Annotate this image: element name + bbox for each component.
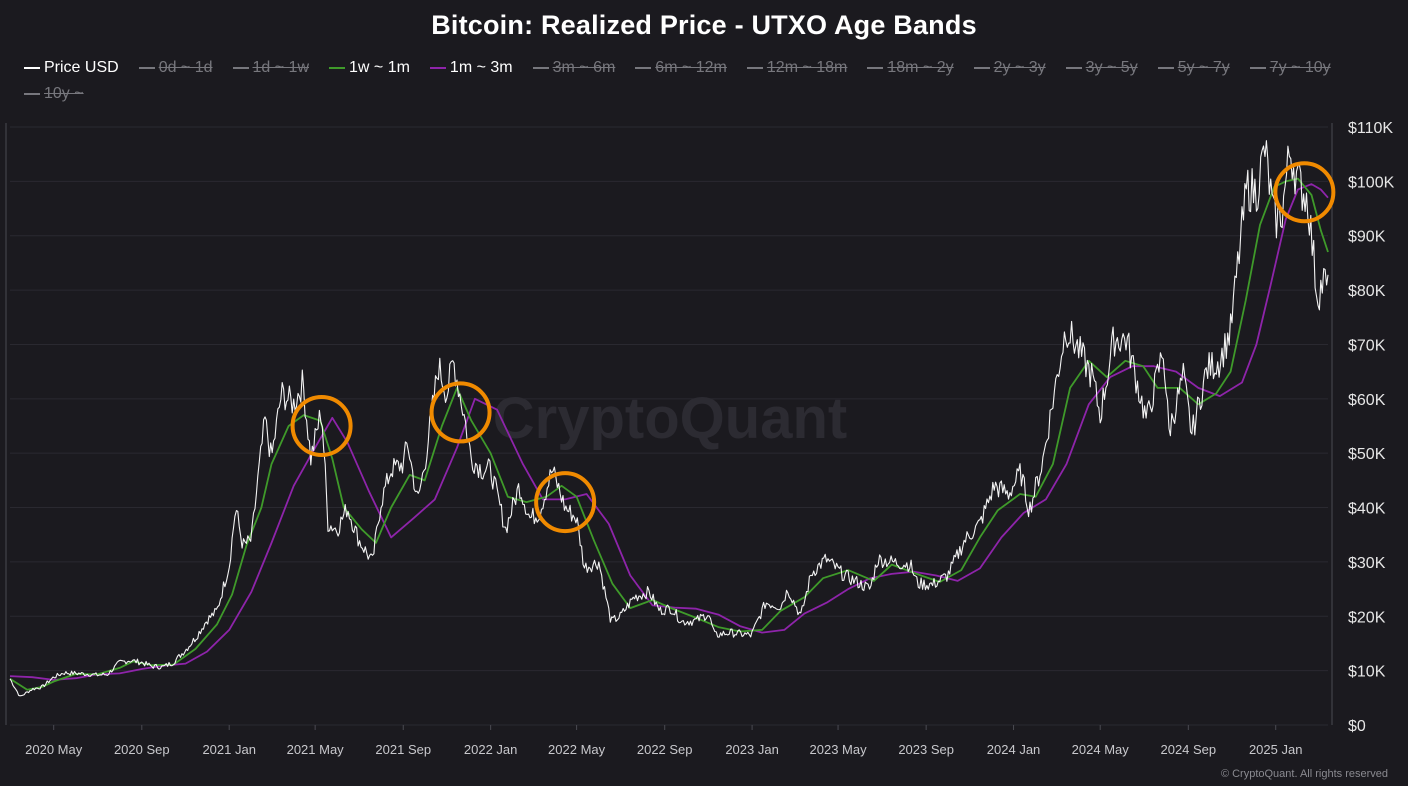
y-tick-label: $50K [1348,446,1386,463]
legend-item[interactable]: 6m ~ 12m [635,58,727,78]
chart-legend: Price USD 0d ~ 1d 1d ~ 1w 1w ~ 1m 1m ~ 3m 3m … [24,58,1394,104]
y-tick-label: $80K [1348,283,1386,300]
annotation-circle [534,471,597,534]
x-tick-label: 2024 Sep [1160,742,1216,757]
x-tick-label: 2023 Jan [725,742,779,757]
y-tick-label: $90K [1348,229,1386,246]
legend-swatch [532,67,549,69]
legend-swatch [138,67,155,69]
y-tick-label: $60K [1348,392,1386,409]
chart-title: Bitcoin: Realized Price - UTXO Age Bands [431,10,977,40]
legend-label: 0d ~ 1d [158,59,213,76]
legend-label: 12m ~ 18m [766,59,848,76]
legend-label: 7y ~ 10y [1269,59,1331,76]
legend-swatch [746,67,763,69]
legend-swatch [1249,67,1266,69]
legend-swatch [635,67,652,69]
legend-item[interactable]: 1w ~ 1m [329,58,410,78]
x-tick-label: 2020 Sep [114,742,170,757]
y-tick-label: $20K [1348,609,1386,626]
y-tick-label: $70K [1348,337,1386,354]
legend-label: 1w ~ 1m [349,59,410,76]
legend-label: 3y ~ 5y [1085,59,1138,76]
x-tick-label: 2024 Jan [987,742,1041,757]
y-tick-label: $0 [1348,718,1366,735]
x-tick-label: 2024 May [1072,742,1130,757]
x-tick-label: 2021 Sep [375,742,431,757]
legend-label: 6m ~ 12m [655,59,727,76]
legend-item[interactable]: 0d ~ 1d [138,58,213,78]
x-tick-label: 2025 Jan [1249,742,1303,757]
legend-swatch [329,67,345,69]
legend-label: 1d ~ 1w [252,59,309,76]
legend-item[interactable]: 3y ~ 5y [1065,58,1138,78]
legend-swatch [973,67,990,69]
legend-item[interactable]: 1m ~ 3m [429,58,513,78]
legend-item[interactable]: 1d ~ 1w [232,58,309,78]
y-tick-label: $100K [1348,174,1395,191]
legend-item[interactable]: 3m ~ 6m [532,58,616,78]
legend-label: 1m ~ 3m [449,59,513,76]
series-line-1w-1m [9,177,1329,691]
legend-item[interactable]: 12m ~ 18m [746,58,848,78]
legend-swatch [1157,67,1174,69]
chart-credit: © CryptoQuant. All rights reserved [1220,768,1388,780]
legend-label: 3m ~ 6m [552,59,616,76]
x-tick-label: 2022 Sep [637,742,693,757]
legend-label: 5y ~ 7y [1177,59,1230,76]
legend-swatch [867,67,884,69]
y-tick-label: $10K [1348,664,1386,681]
series-line-1m-3m [9,183,1329,681]
x-tick-label: 2022 May [548,742,606,757]
x-tick-label: 2021 May [287,742,345,757]
annotation-circle [290,395,353,457]
x-tick-label: 2023 Sep [898,742,954,757]
y-tick-label: $110K [1348,120,1393,137]
annotation-circle [1273,161,1336,224]
watermark-text: CryptoQuant [493,386,847,451]
legend-item[interactable]: 7y ~ 10y [1249,58,1331,78]
legend-label: 2y ~ 3y [993,59,1046,76]
y-tick-label: $30K [1348,555,1386,572]
y-tick-label: $40K [1348,501,1386,518]
x-tick-label: 2023 May [810,742,868,757]
legend-label: Price USD [44,59,119,76]
legend-swatch [1065,67,1082,69]
x-tick-label: 2021 Jan [202,742,256,757]
series-line-price-usd [9,140,1329,697]
legend-item[interactable]: 18m ~ 2y [867,58,954,78]
annotation-circle [429,381,492,444]
legend-swatch [24,93,40,95]
x-tick-label: 2020 May [25,742,83,757]
x-tick-label: 2022 Jan [464,742,518,757]
legend-swatch [24,67,40,69]
legend-item[interactable]: 10y ~ [24,84,84,104]
legend-label: 10y ~ [44,85,84,102]
legend-item[interactable]: 5y ~ 7y [1157,58,1230,78]
legend-swatch [429,67,446,69]
legend-label: 18m ~ 2y [887,59,954,76]
legend-swatch [232,67,249,69]
legend-item[interactable]: Price USD [24,58,119,78]
legend-item[interactable]: 2y ~ 3y [973,58,1046,78]
